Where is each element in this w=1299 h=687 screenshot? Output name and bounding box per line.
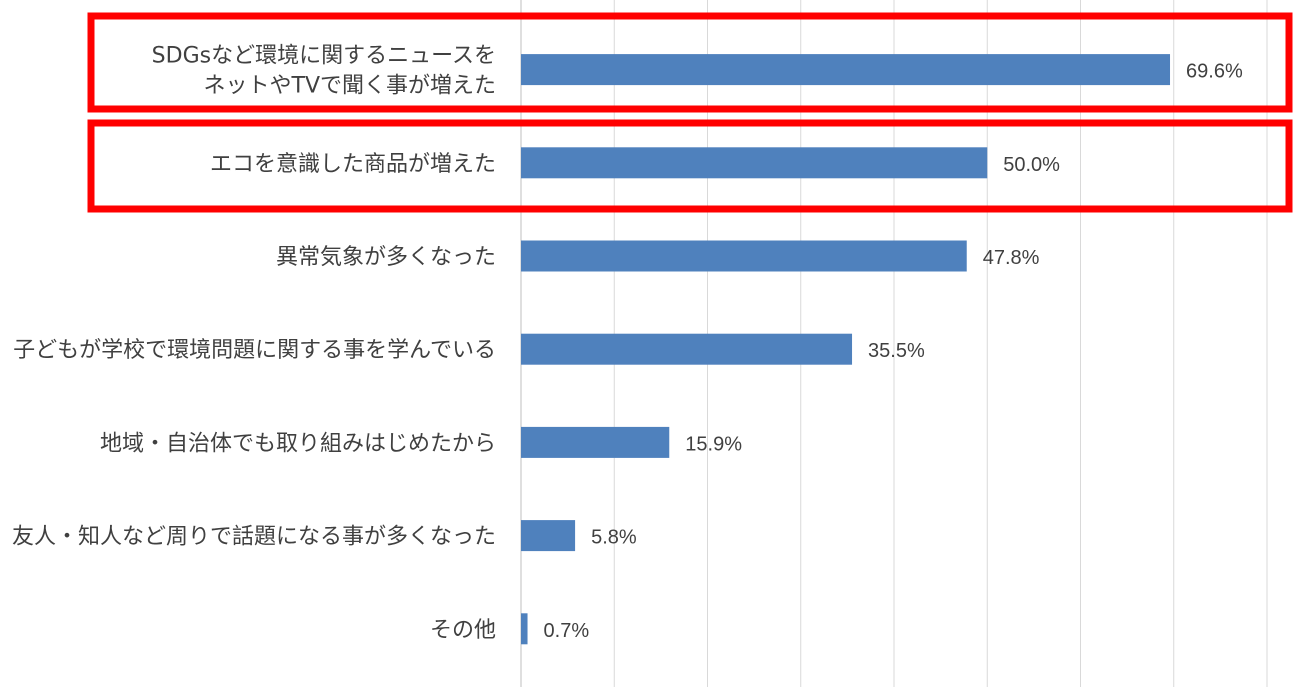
value-labels: 69.6% 50.0% 47.8% 35.5% 15.9% 5.8% 0.7% [544,61,1243,642]
bars [521,54,1171,645]
category-label: 子どもが学校で環境問題に関する事を学んでいる [13,338,496,363]
data-label: 35.5% [868,340,925,362]
category-label: ネットやTVで聞く事が増えた [204,74,497,99]
data-label: 69.6% [1186,61,1243,83]
category-label: エコを意識した商品が増えた [210,152,496,177]
category-labels: SDGsなど環境に関するニュースをネットやTVで聞く事が増えたエコを意識した商品… [12,44,496,643]
data-label: 5.8% [591,527,637,549]
category-label: その他 [430,618,496,643]
bar [521,54,1171,86]
highlight-boxes [87,12,1293,213]
bar [521,426,670,458]
category-label: SDGsなど環境に関するニュースを [152,44,496,69]
bar [521,520,576,552]
highlight-box [87,119,1293,213]
data-label: 47.8% [983,247,1040,269]
bar [521,147,988,179]
bar [521,240,967,272]
category-label: 異常気象が多くなった [276,245,496,270]
bar [521,613,528,645]
category-label: 地域・自治体でも取り組みはじめたから [100,431,496,456]
bar [521,333,853,365]
highlight-box [87,12,1293,113]
data-label: 50.0% [1003,154,1060,176]
gridlines [520,0,1268,687]
data-label: 0.7% [544,620,590,642]
category-label: 友人・知人など周りで話題になる事が多くなった [12,525,496,550]
data-label: 15.9% [685,433,742,455]
